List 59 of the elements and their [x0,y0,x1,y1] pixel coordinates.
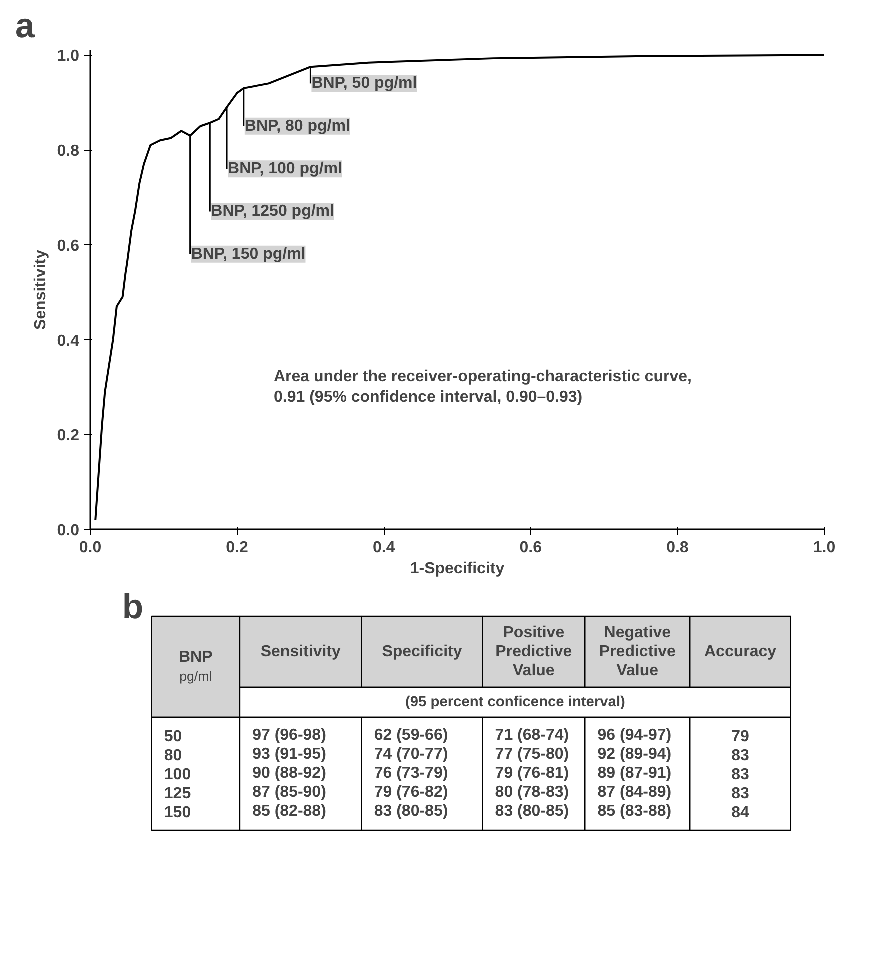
category-label: 150 [164,804,192,822]
text: 85 (82-88) [252,803,326,820]
text: 85 (83-88) [598,803,672,820]
text: 79 (76-82) [374,784,448,801]
text: 87 (85-90) [252,784,326,801]
category-label: 80 [164,748,182,764]
category-label: Accuracy [704,644,777,660]
text: 83 (80-85) [495,803,570,820]
y-tick-label: 1.0 [57,48,80,66]
chart-title: a [16,8,36,46]
annotation: Area under the receiver-operating-characteristic curve, 0.91 (95% confidence interval, 0.90–0.93) [274,368,692,406]
text: 77 (75-80) [495,746,570,763]
text: 79 (76-81) [495,765,570,782]
text: 62 (59-66) [374,727,448,744]
x-axis-title: 1-Specificity [410,560,505,578]
text: 89 (87-91) [598,765,672,782]
y-tick-label: 0.4 [57,332,80,350]
x-tick-label: 0.4 [372,540,396,556]
category-label: 50 [164,728,182,746]
y-tick-label: 0.0 [57,522,80,540]
text: b [122,588,144,626]
x-tick-label: 0.0 [79,540,102,556]
annotation: BNP, 80 pg/ml [244,118,350,135]
text: 74 (70-77) [374,746,448,763]
y-tick-label: 0.6 [57,238,80,255]
y-tick-label: 0.2 [57,428,80,445]
x-tick-label: 0.2 [226,540,249,556]
text: 80 (78-83) [495,784,570,801]
annotation: BNP, 100 pg/ml [228,160,342,178]
y-tick-label: 0.8 [57,143,80,160]
y-axis-title: Sensitivity [32,250,50,330]
text: 87 (84-89) [598,784,672,801]
category-label: 125 [164,786,192,802]
category-label: Positive Predictive Value [496,624,572,680]
text: 76 (73-79) [374,765,448,782]
x-tick-label: 0.8 [666,540,689,556]
text: 83 [732,766,750,784]
annotation: BNP, 50 pg/ml [312,75,418,92]
text: 79 [732,728,750,746]
text: 97 (96-98) [252,727,326,744]
text: 83 (80-85) [374,803,448,820]
category-label: Negative Predictive Value [599,624,676,680]
text: 93 (91-95) [252,746,326,763]
category-label: 100 [164,766,192,784]
text: 90 (88-92) [252,765,326,782]
text: 83 [732,786,750,802]
x-tick-label: 0.6 [520,540,542,556]
category-label: Specificity [382,644,462,660]
text: 83 [732,748,750,764]
text: 71 (68-74) [495,727,570,744]
category-label: BNP pg/ml [179,649,214,684]
annotation: BNP, 1250 pg/ml [211,203,334,220]
text: 84 [732,804,750,822]
text: 96 (94-97) [598,727,672,744]
text: 92 (89-94) [598,746,672,763]
text: (95 percent conficence interval) [405,694,626,710]
category-label: Sensitivity [260,644,341,660]
annotation: BNP, 150 pg/ml [191,246,306,263]
x-tick-label: 1.0 [813,540,836,556]
